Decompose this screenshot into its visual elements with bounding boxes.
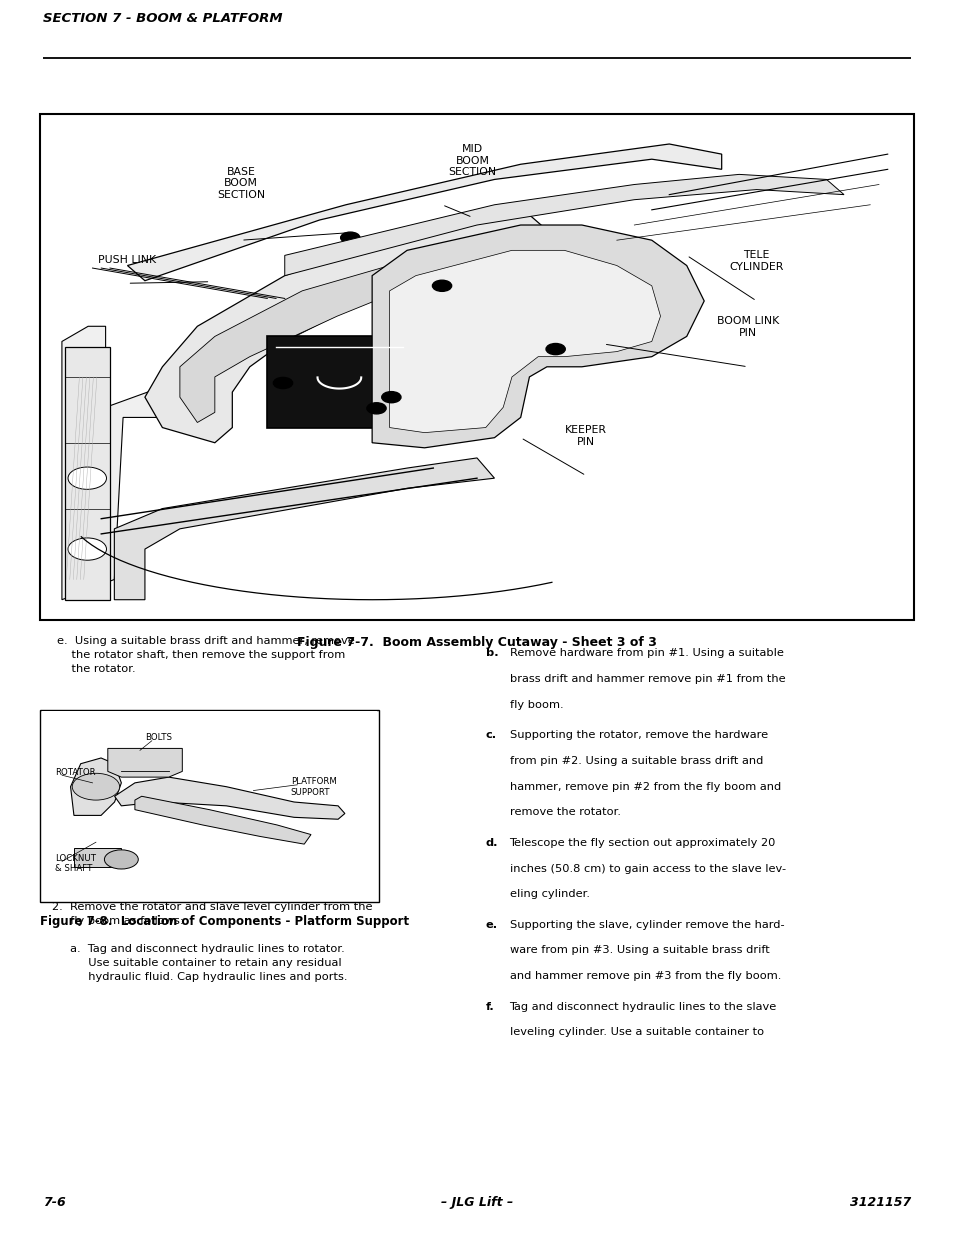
Text: d.: d. (485, 837, 497, 848)
Text: brass drift and hammer remove pin #1 from the: brass drift and hammer remove pin #1 fro… (509, 674, 784, 684)
Text: e.: e. (485, 920, 497, 930)
Circle shape (68, 538, 107, 561)
Circle shape (367, 403, 386, 414)
Text: Supporting the rotator, remove the hardware: Supporting the rotator, remove the hardw… (509, 730, 767, 740)
Text: e.  Using a suitable brass drift and hammer, remove
    the rotator shaft, then : e. Using a suitable brass drift and hamm… (57, 636, 355, 674)
Text: Tag and disconnect hydraulic lines to the slave: Tag and disconnect hydraulic lines to th… (509, 1002, 776, 1011)
Text: PUSH LINK: PUSH LINK (98, 256, 156, 266)
Circle shape (72, 773, 119, 800)
Polygon shape (128, 144, 720, 280)
Polygon shape (284, 174, 843, 275)
Text: b.: b. (485, 648, 497, 658)
Text: fly boom.: fly boom. (509, 700, 562, 710)
Text: hammer, remove pin #2 from the fly boom and: hammer, remove pin #2 from the fly boom … (509, 782, 780, 792)
Text: Supporting the slave, cylinder remove the hard-: Supporting the slave, cylinder remove th… (509, 920, 783, 930)
Text: c.: c. (485, 730, 497, 740)
Text: 7-6: 7-6 (43, 1197, 66, 1209)
Text: leveling cylinder. Use a suitable container to: leveling cylinder. Use a suitable contai… (509, 1028, 763, 1037)
Text: ware from pin #3. Using a suitable brass drift: ware from pin #3. Using a suitable brass… (509, 946, 768, 956)
Circle shape (432, 280, 451, 291)
Polygon shape (114, 777, 345, 819)
Text: Figure 7-8.  Location of Components - Platform Support: Figure 7-8. Location of Components - Pla… (40, 915, 409, 927)
Polygon shape (108, 748, 182, 777)
Text: remove the rotator.: remove the rotator. (509, 808, 619, 818)
Polygon shape (372, 225, 703, 448)
Text: inches (50.8 cm) to gain access to the slave lev-: inches (50.8 cm) to gain access to the s… (509, 863, 785, 873)
Text: eling cylinder.: eling cylinder. (509, 889, 589, 899)
Circle shape (68, 467, 107, 489)
Polygon shape (71, 758, 121, 815)
Text: KEEPER
PIN: KEEPER PIN (564, 425, 607, 447)
Text: SECTION 7 - BOOM & PLATFORM: SECTION 7 - BOOM & PLATFORM (43, 12, 282, 26)
Polygon shape (145, 215, 546, 443)
Text: ROTATOR: ROTATOR (55, 767, 96, 777)
Text: BASE
BOOM
SECTION: BASE BOOM SECTION (216, 167, 265, 200)
Text: – JLG Lift –: – JLG Lift – (440, 1197, 513, 1209)
Text: TELE
CYLINDER: TELE CYLINDER (729, 251, 783, 272)
Polygon shape (114, 458, 494, 600)
Text: from pin #2. Using a suitable brass drift and: from pin #2. Using a suitable brass drif… (509, 756, 762, 766)
Bar (74, 848, 121, 867)
Text: 2.  Remove the rotator and slave level cylinder from the
     fly boom as follow: 2. Remove the rotator and slave level cy… (52, 902, 373, 982)
Bar (65, 347, 110, 600)
Polygon shape (134, 797, 311, 845)
Text: MID
BOOM
SECTION: MID BOOM SECTION (448, 144, 497, 177)
Circle shape (545, 343, 565, 354)
Text: 3121157: 3121157 (849, 1197, 910, 1209)
Text: BOOM LINK
PIN: BOOM LINK PIN (716, 316, 779, 337)
Text: and hammer remove pin #3 from the fly boom.: and hammer remove pin #3 from the fly bo… (509, 971, 781, 981)
Polygon shape (180, 241, 512, 422)
Text: Telescope the fly section out approximately 20: Telescope the fly section out approximat… (509, 837, 775, 848)
Circle shape (381, 391, 400, 403)
Text: LOCKNUT
& SHAFT: LOCKNUT & SHAFT (55, 853, 96, 873)
Circle shape (274, 378, 293, 389)
Circle shape (340, 232, 359, 243)
Text: PLATFORM
SUPPORT: PLATFORM SUPPORT (291, 777, 336, 797)
Bar (267, 336, 411, 427)
Circle shape (119, 755, 136, 764)
Text: Figure 7-7.  Boom Assembly Cutaway - Sheet 3 of 3: Figure 7-7. Boom Assembly Cutaway - Shee… (296, 636, 657, 648)
Circle shape (136, 755, 153, 764)
Circle shape (153, 755, 171, 764)
Text: Remove hardware from pin #1. Using a suitable: Remove hardware from pin #1. Using a sui… (509, 648, 782, 658)
Text: f.: f. (485, 1002, 494, 1011)
Polygon shape (389, 251, 659, 432)
Text: BOLTS: BOLTS (145, 734, 172, 742)
Circle shape (104, 850, 138, 869)
Polygon shape (62, 326, 193, 600)
